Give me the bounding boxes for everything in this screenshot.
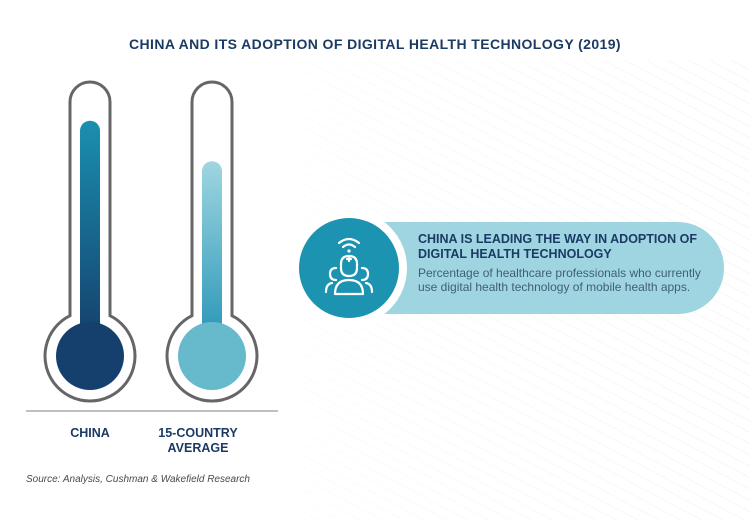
chart-title: CHINA AND ITS ADOPTION OF DIGITAL HEALTH… — [129, 36, 621, 52]
thermometer-fill-0 — [80, 120, 100, 340]
thermometer-bulb-0 — [56, 322, 124, 390]
callout-icon-badge — [291, 210, 407, 326]
category-label-china: CHINA — [70, 426, 110, 440]
icon-badge-inner — [299, 218, 399, 318]
thermometer-fill-1 — [202, 161, 222, 340]
callout-heading: CHINA IS LEADING THE WAY IN ADOPTION OF … — [418, 232, 697, 261]
callout-body: Percentage of healthcare professionals w… — [418, 266, 701, 294]
thermometer-bulb-1 — [178, 322, 246, 390]
category-label-15-country-average: 15-COUNTRY AVERAGE — [158, 426, 238, 455]
source-note: Source: Analysis, Cushman & Wakefield Re… — [26, 474, 250, 485]
doctor-wifi-icon — [324, 237, 374, 296]
